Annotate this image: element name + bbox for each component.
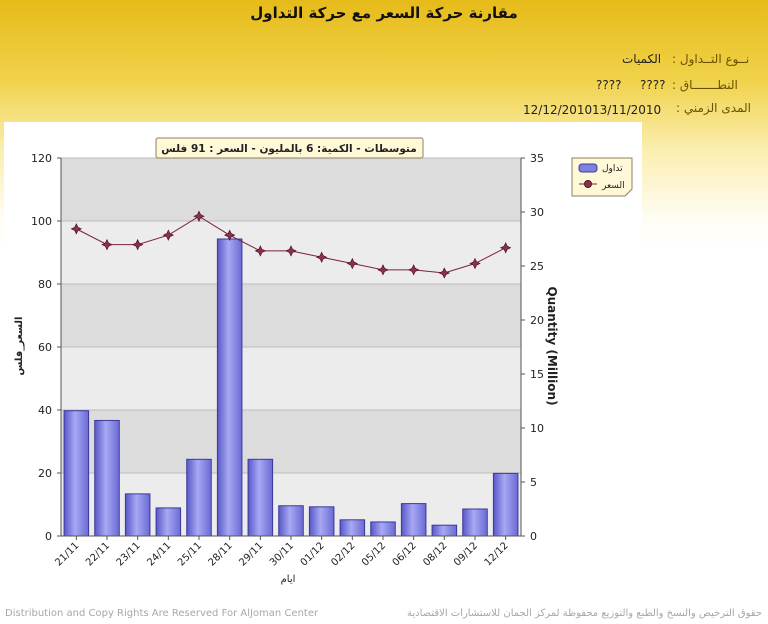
- bar: [247, 458, 274, 537]
- range-value-1: ????: [596, 78, 622, 92]
- bar: [124, 493, 151, 537]
- period-label: المدى الزمني :: [676, 101, 751, 115]
- legend-line-label: السعر: [601, 181, 625, 191]
- bar: [400, 503, 427, 537]
- bar: [63, 410, 90, 537]
- bar: [462, 508, 488, 537]
- price-marker: [223, 229, 236, 241]
- y-right-tick-label: 5: [530, 476, 537, 489]
- bar: [308, 506, 335, 537]
- x-tick-label: 29/11: [237, 540, 265, 568]
- bar: [155, 507, 182, 537]
- chart-subtitle: متوسطات - الكمية: 6 بالمليون - السعر : 9…: [161, 143, 416, 155]
- y-axis-left-title: السعر_فلس: [14, 317, 25, 376]
- price-marker: [193, 210, 205, 222]
- period-start: 13/11/2010: [592, 103, 662, 117]
- bar: [216, 238, 243, 537]
- y-axis-right-title: Quantity (Million): [545, 286, 559, 405]
- price-marker: [101, 238, 113, 251]
- y-right-tick-label: 15: [530, 368, 544, 381]
- x-tick-label: 25/11: [176, 540, 204, 568]
- price-marker: [162, 229, 175, 241]
- grid-band: [61, 284, 521, 347]
- x-tick-label: 12/12: [483, 540, 511, 568]
- bar: [370, 521, 396, 537]
- x-tick-label: 22/11: [84, 540, 112, 568]
- y-right-tick-label: 35: [530, 152, 544, 165]
- price-marker: [131, 238, 144, 251]
- y-left-tick-label: 100: [31, 215, 52, 228]
- x-tick-label: 05/12: [360, 540, 388, 568]
- range-value-2: ????: [640, 78, 666, 92]
- y-right-tick-label: 10: [530, 422, 544, 435]
- y-left-tick-label: 40: [38, 404, 52, 417]
- bar: [278, 505, 304, 537]
- footer-copyright-en: Distribution and Copy Rights Are Reserve…: [5, 608, 319, 619]
- x-tick-label: 01/12: [299, 540, 327, 568]
- bar: [94, 419, 120, 537]
- grid-lines: [61, 157, 521, 537]
- grid-band: [61, 347, 521, 410]
- x-tick-label: 08/12: [421, 540, 449, 568]
- x-tick-label: 24/11: [145, 540, 173, 568]
- trade-type-value: الكميات: [622, 52, 662, 66]
- x-tick-label: 06/12: [391, 540, 419, 568]
- legend-line-marker: [584, 180, 592, 188]
- grid-band: [61, 410, 521, 473]
- y-left-tick-label: 20: [38, 467, 52, 480]
- price-marker: [254, 245, 267, 257]
- y-right-tick-label: 25: [530, 260, 544, 273]
- grid-band: [61, 158, 521, 221]
- x-axis-title: ايام: [281, 574, 296, 585]
- y-left-tick-label: 80: [38, 278, 52, 291]
- x-tick-label: 28/11: [207, 540, 235, 568]
- price-marker: [285, 245, 297, 257]
- price-marker: [499, 242, 512, 254]
- y-left-tick-label: 60: [38, 341, 52, 354]
- y-right-tick-label: 20: [530, 314, 544, 327]
- y-right-tick-label: 0: [530, 530, 537, 543]
- bar: [492, 472, 519, 537]
- price-series: [70, 210, 512, 279]
- price-marker: [315, 251, 328, 263]
- price-marker: [438, 267, 451, 279]
- bar: [186, 458, 212, 537]
- legend-bar-label: تداول: [602, 164, 623, 174]
- x-tick-label: 30/11: [268, 540, 296, 568]
- y-right-tick-label: 30: [530, 206, 544, 219]
- price-marker: [346, 257, 359, 270]
- price-marker: [469, 257, 481, 270]
- bar-series: [63, 238, 519, 537]
- x-tick-label: 09/12: [452, 540, 480, 568]
- range-label: النطـــــــاق :: [672, 78, 738, 92]
- y-left-tick-label: 0: [45, 530, 52, 543]
- legend-bar-swatch: [578, 163, 598, 173]
- x-tick-label: 21/11: [53, 540, 81, 568]
- trade-type-label: نــوع التــداول :: [672, 52, 750, 66]
- x-tick-label: 02/12: [329, 540, 357, 568]
- price-marker: [70, 223, 83, 235]
- footer-copyright-ar: حقوق الترخيص والنسخ والطبع والتوزيع محفو…: [407, 608, 763, 619]
- period-end: 12/12/2010: [523, 103, 593, 117]
- bar: [339, 519, 366, 537]
- subtitle-box: [155, 137, 424, 159]
- page-title: مقارنة حركة السعر مع حركة التداول: [250, 4, 518, 22]
- bar: [431, 524, 458, 537]
- x-tick-label: 23/11: [115, 540, 143, 568]
- price-marker: [407, 264, 420, 276]
- y-left-tick-label: 120: [31, 152, 52, 165]
- price-marker: [377, 264, 389, 276]
